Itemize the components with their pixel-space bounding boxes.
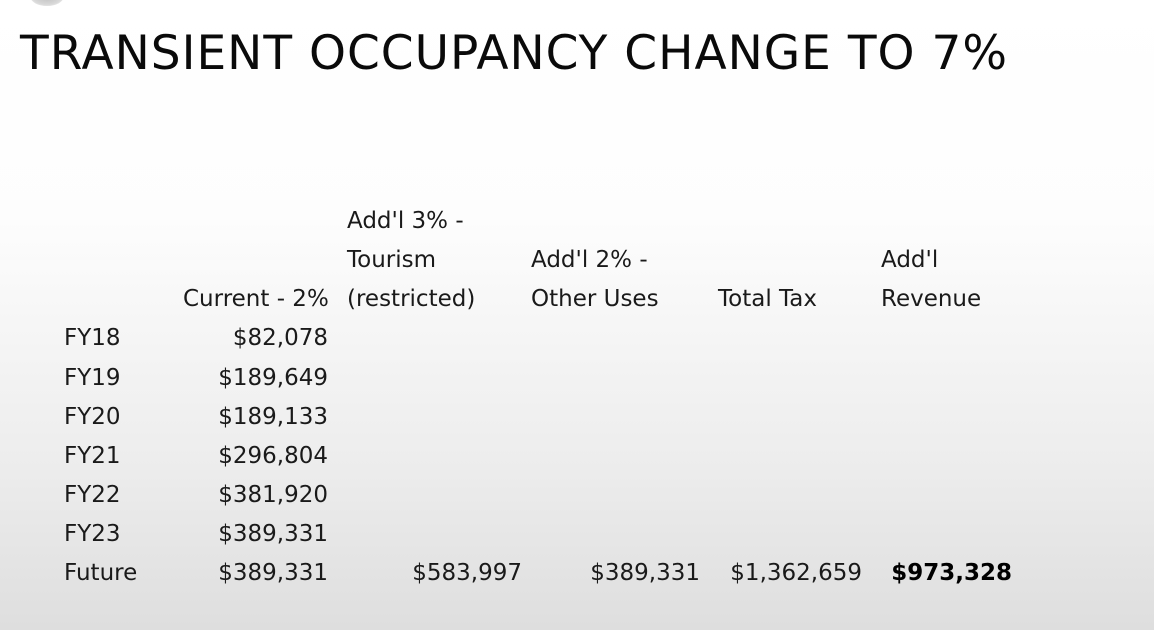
cell-other-uses: $389,331 (590, 560, 700, 586)
header-current: Current - 2% (183, 280, 329, 319)
cell-current: $389,331 (218, 521, 328, 547)
row-label: FY23 (64, 521, 121, 547)
row-label: FY22 (64, 482, 121, 508)
header-other-line-2: Other Uses (531, 286, 659, 312)
cell-current: $189,133 (218, 404, 328, 430)
cell-total-tax: $1,362,659 (730, 560, 862, 586)
cell-current: $189,649 (218, 365, 328, 391)
header-revenue-line-2: Revenue (881, 286, 982, 312)
header-other-line-1: Add'l 2% - (531, 247, 648, 273)
header-tourism-line-3: (restricted) (347, 286, 476, 312)
header-tourism: Add'l 3% - Tourism (restricted) (347, 202, 475, 319)
row-label: FY19 (64, 365, 121, 391)
header-tourism-line-1: Add'l 3% - (347, 208, 464, 234)
slide-title: TRANSIENT OCCUPANCY CHANGE TO 7% (20, 26, 1009, 81)
header-revenue-line-1: Add'l (881, 247, 939, 273)
cell-current: $82,078 (232, 325, 328, 351)
row-label: FY20 (64, 404, 121, 430)
corner-decoration (30, 0, 64, 6)
row-label: FY18 (64, 325, 121, 351)
header-current-line-1: Current - 2% (183, 286, 329, 312)
header-tourism-line-2: Tourism (347, 247, 437, 273)
cell-current: $389,331 (218, 560, 328, 586)
header-total-line-1: Total Tax (718, 286, 817, 312)
cell-tourism: $583,997 (412, 560, 522, 586)
header-additional-revenue: Add'l Revenue (881, 241, 981, 319)
row-label: FY21 (64, 443, 121, 469)
cell-additional-revenue: $973,328 (891, 560, 1012, 586)
header-other-uses: Add'l 2% - Other Uses (531, 241, 659, 319)
row-label: Future (64, 560, 138, 586)
header-total-tax: Total Tax (718, 280, 817, 319)
cell-current: $296,804 (218, 443, 328, 469)
cell-current: $381,920 (218, 482, 328, 508)
